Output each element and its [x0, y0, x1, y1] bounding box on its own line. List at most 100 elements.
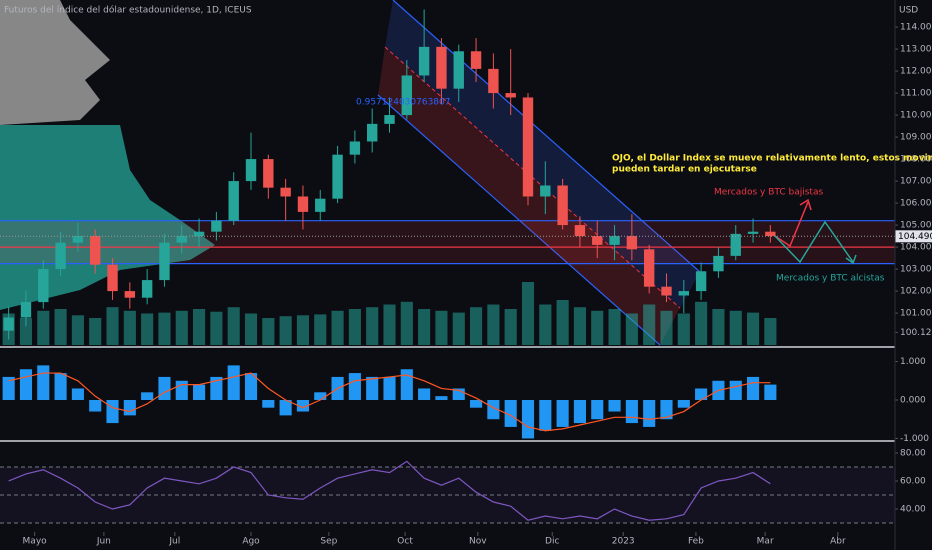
candle-body [124, 291, 136, 298]
histogram-bar [556, 400, 569, 427]
histogram-bar [746, 376, 760, 400]
volume-bar [625, 313, 638, 345]
histogram-bar [521, 400, 535, 439]
histogram-bar [677, 400, 690, 408]
candle-body [453, 51, 464, 89]
volume-profile-upper [0, 0, 110, 125]
candle-body [609, 236, 620, 245]
y-tick-label: 101.000 [900, 309, 932, 319]
histogram-bar [314, 392, 327, 400]
candle-body [522, 97, 534, 197]
chart-title: Futuros del índice del dólar estadounide… [4, 5, 252, 16]
x-tick-label: Jun [96, 537, 111, 547]
histogram-bar [279, 400, 292, 416]
volume-bar [296, 315, 310, 345]
volume-bar [521, 282, 535, 345]
level-zone [0, 220, 895, 264]
y-tick-label: 113.000 [900, 45, 932, 55]
drawings-front [0, 0, 896, 550]
volume-bar [227, 307, 240, 345]
candle-body [3, 317, 14, 331]
volume-bar [193, 309, 206, 345]
volume-bar [54, 309, 67, 345]
candle-body [557, 185, 568, 226]
volume-bar [37, 310, 50, 345]
y-tick-label: 107.000 [900, 177, 932, 187]
volume-bar [89, 318, 102, 345]
volume-bar [452, 312, 465, 345]
volume-bar [660, 310, 673, 345]
volume-bar [314, 314, 327, 345]
histogram-bar [539, 400, 552, 431]
y-tick-label: 104.000 [900, 243, 932, 253]
currency-label: USD [899, 6, 918, 16]
volume-bar [712, 309, 725, 345]
x-tick-label: Sep [320, 537, 337, 547]
volume-bar [348, 309, 361, 345]
candle-body [263, 159, 274, 188]
histogram-bar [418, 388, 431, 400]
candle-body [661, 286, 672, 296]
volume-bar [591, 310, 604, 345]
volume-bar [764, 318, 777, 345]
candle-body [228, 181, 239, 221]
y-tick-label: 114.000 [900, 23, 932, 33]
candle-body [315, 198, 326, 212]
candle-body [367, 123, 378, 142]
volume-bar [487, 304, 500, 345]
histogram-bar [470, 400, 483, 408]
volume-bar [400, 301, 413, 345]
candle-body [176, 236, 187, 243]
y-tick-label: 109.000 [900, 133, 932, 143]
y-tick-label: 60.00 [900, 476, 926, 486]
candle-body [626, 236, 638, 250]
note: pueden tardar en ejecutarse [612, 165, 757, 175]
y-tick-label: 111.000 [900, 89, 932, 99]
histogram-bar [660, 400, 673, 420]
candle-body [159, 242, 170, 281]
histogram-bar [695, 388, 708, 400]
volume-bar [210, 311, 223, 345]
x-tick-label: Dic [545, 537, 559, 547]
volume-bar [643, 304, 656, 345]
histogram-bar [487, 400, 500, 420]
volume-bar [556, 300, 569, 345]
histogram-bar [366, 376, 379, 400]
histogram-bar [608, 400, 621, 412]
last-price-box [895, 230, 932, 243]
y-tick-label: 105.000 [900, 221, 932, 231]
candle-body [55, 242, 66, 270]
histogram-bar [262, 400, 275, 408]
candle-body [107, 264, 118, 292]
histogram-bar [227, 365, 240, 400]
candle-body [505, 93, 516, 98]
histogram-bar [2, 376, 15, 400]
candle-body [695, 271, 707, 292]
candle-body [592, 236, 603, 245]
bullish-label: Mercados y BTC alcistas [776, 274, 885, 284]
histogram-bar [158, 376, 171, 400]
histogram-bar [106, 400, 119, 424]
histogram-bar [573, 400, 586, 424]
last-price-label: 104.490 [898, 232, 932, 242]
volume-bar [383, 304, 396, 345]
volume-bar [141, 313, 154, 345]
bullish-path [774, 220, 854, 264]
histogram-bar [625, 400, 638, 424]
candle-body [765, 231, 776, 237]
candle-body [678, 291, 689, 296]
histogram-bar [19, 369, 33, 400]
y-tick-label: 80.00 [900, 448, 926, 458]
volume-bar [539, 304, 552, 345]
candle-body [193, 231, 205, 237]
candle-body [38, 269, 49, 303]
candle-body [488, 68, 499, 94]
candle-body [297, 196, 309, 212]
histogram-bar [89, 400, 102, 412]
y-tick-label: 103.000 [900, 265, 932, 275]
volume-bar [19, 318, 33, 345]
candle-body [211, 220, 222, 232]
candle-body [540, 185, 551, 197]
bearish-arrowhead [799, 198, 812, 211]
